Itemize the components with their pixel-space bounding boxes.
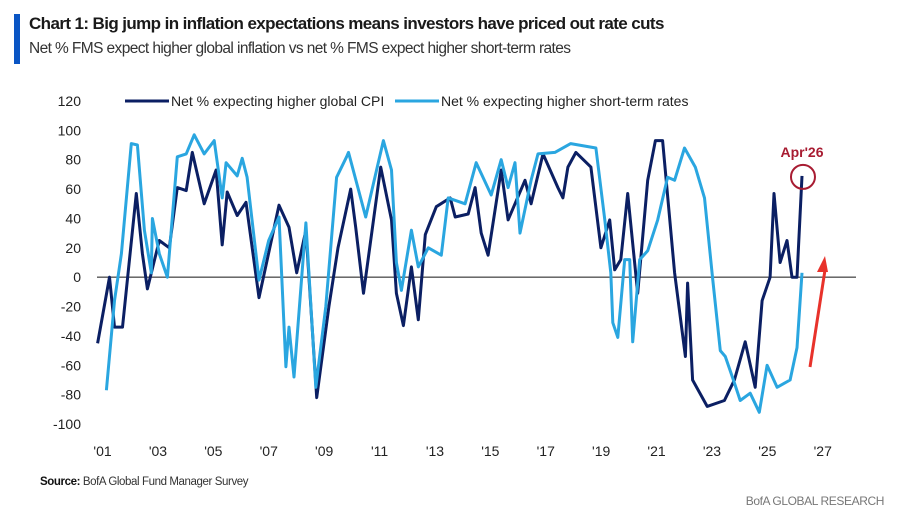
x-tick-label: '19 bbox=[592, 443, 610, 459]
y-tick-label: 80 bbox=[65, 152, 81, 168]
chart-subtitle: Net % FMS expect higher global inflation… bbox=[29, 40, 571, 57]
x-tick-label: '15 bbox=[481, 443, 499, 459]
y-tick-label: -40 bbox=[61, 328, 81, 344]
legend-label: Net % expecting higher global CPI bbox=[171, 93, 384, 109]
title-accent-bar bbox=[14, 14, 20, 64]
x-tick-label: '05 bbox=[204, 443, 222, 459]
x-tick-label: '07 bbox=[260, 443, 278, 459]
arrow-up-icon bbox=[817, 256, 828, 272]
source-label: Source: bbox=[40, 476, 81, 488]
y-tick-label: -60 bbox=[61, 357, 81, 373]
arrow-shaft bbox=[808, 269, 827, 368]
brand-footer: BofA GLOBAL RESEARCH bbox=[745, 494, 885, 508]
y-tick-label: 100 bbox=[58, 122, 82, 138]
highlight-circle bbox=[789, 163, 816, 190]
annotation-label: Apr'26 bbox=[780, 144, 823, 160]
x-tick-label: '25 bbox=[758, 443, 776, 459]
x-tick-label: '09 bbox=[315, 443, 333, 459]
y-tick-label: -20 bbox=[61, 299, 81, 315]
x-tick-label: '23 bbox=[703, 443, 721, 459]
x-tick-label: '01 bbox=[93, 443, 111, 459]
x-tick-label: '13 bbox=[426, 443, 444, 459]
y-tick-label: 120 bbox=[58, 93, 82, 109]
series-line-short-term-rates bbox=[104, 133, 804, 414]
y-tick-label: 60 bbox=[65, 181, 81, 197]
y-tick-label: 0 bbox=[73, 269, 81, 285]
x-tick-label: '27 bbox=[814, 443, 832, 459]
series-line-global-cpi bbox=[96, 139, 804, 408]
x-tick-label: '11 bbox=[371, 443, 388, 459]
source-text: BofA Global Fund Manager Survey bbox=[80, 476, 249, 488]
y-tick-label: 40 bbox=[65, 210, 81, 226]
y-tick-label: -100 bbox=[53, 416, 81, 432]
x-tick-label: '03 bbox=[149, 443, 167, 459]
x-tick-label: '17 bbox=[537, 443, 555, 459]
chart-title: Chart 1: Big jump in inflation expectati… bbox=[29, 14, 664, 33]
y-tick-label: 20 bbox=[65, 240, 81, 256]
source-note: Source: BofA Global Fund Manager Survey bbox=[40, 476, 249, 488]
legend-label: Net % expecting higher short-term rates bbox=[441, 93, 688, 109]
y-tick-label: -80 bbox=[61, 387, 81, 403]
x-tick-label: '21 bbox=[647, 443, 665, 459]
